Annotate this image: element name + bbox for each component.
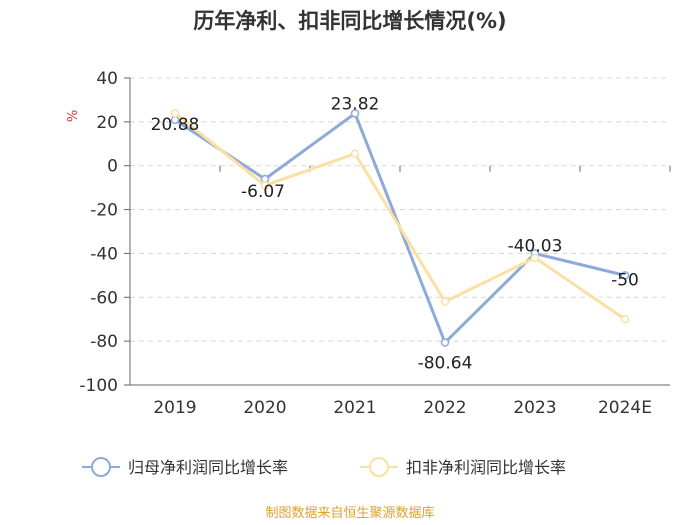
y-tick-label: -40 [90,244,118,264]
data-label: -50 [611,270,639,290]
x-tick-label: 2020 [243,398,286,418]
data-label: 23.82 [331,94,380,114]
legend-item-2[interactable]: 扣非净利润同比增长率 [360,457,566,477]
series-2-point [170,108,180,118]
series-1-point [350,109,360,118]
y-tick-label: -100 [79,376,118,396]
x-tick-label: 2022 [423,398,466,418]
y-tick-label: -60 [90,288,118,308]
chart-title: 历年净利、扣非同比增长情况(%) [193,9,506,33]
axes: 40 20 0 -20 -40 -60 -80 -100 2019 2020 2021 2022 202… [79,69,671,418]
grid [130,77,670,342]
series-1-point [440,338,450,347]
series-2-point [440,297,450,306]
x-tick-label: 2021 [333,398,376,418]
data-label: 20.88 [151,115,200,135]
legend-label: 归母净利润同比增长率 [128,458,288,477]
series-1-point [620,271,630,280]
y-tick-label: -20 [90,201,118,221]
x-tick-label: 2024E [598,398,652,418]
series-2-point [620,314,630,324]
series-2-point [530,253,540,263]
data-label: -40.03 [508,236,563,256]
data-label: -6.07 [241,182,285,202]
source-label: 制图数据来自恒生聚源数据库 [265,505,434,521]
data-labels: 20.88 -6.07 23.82 -80.64 -40.03 -50 [151,94,639,373]
legend-item-1[interactable]: 归母净利润同比增长率 [82,457,288,477]
y-tick-label: 40 [96,69,118,89]
legend: 归母净利润同比增长率 扣非净利润同比增长率 [82,457,566,477]
y-tick-label: 0 [107,157,118,177]
x-tick-label: 2019 [153,398,196,418]
x-tick-label: 2023 [513,398,556,418]
series-2-point [350,149,360,158]
y-tick-label: -80 [90,332,118,352]
series [170,108,630,347]
legend-label: 扣非净利润同比增长率 [406,458,566,477]
series-2-point [260,181,270,190]
series-line-2 [174,111,626,321]
data-label: -80.64 [418,354,473,374]
y-tick-label: 20 [96,113,118,133]
y-unit-label: % [66,110,81,122]
legend-marker-icon [91,457,111,477]
legend-marker-icon [369,457,389,477]
